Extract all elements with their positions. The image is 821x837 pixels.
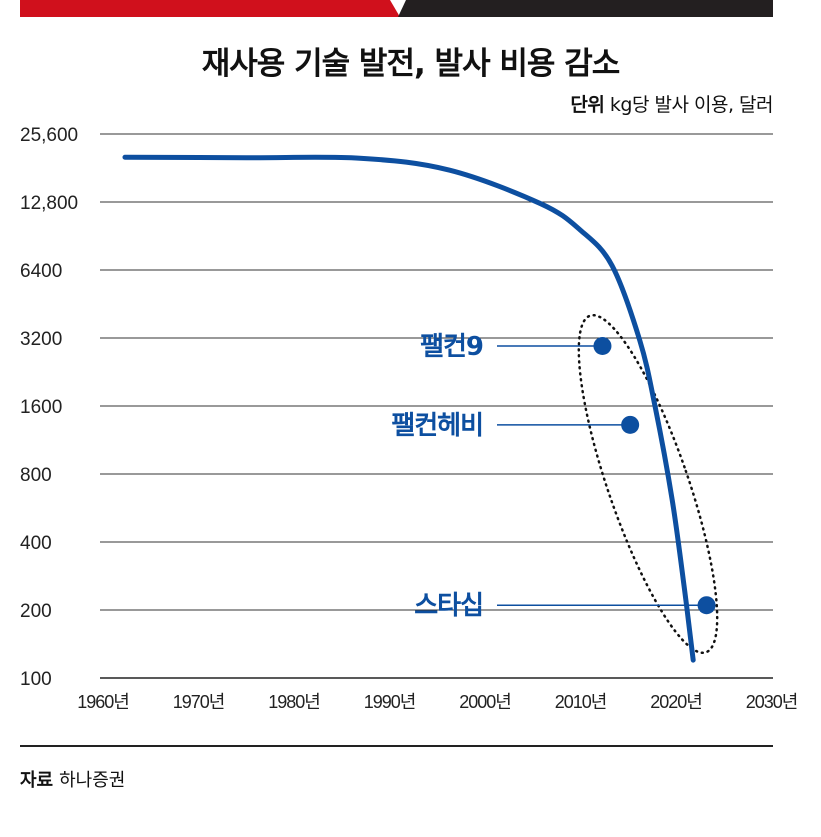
red-bar-segment [20,0,400,17]
source-text: 하나증권 [59,770,126,791]
y-tick-label: 400 [20,533,52,554]
trend-line [122,154,696,663]
data-point [621,415,640,434]
dark-bar-segment [398,0,773,17]
data-point [593,336,612,355]
point-label: 팰컨헤비 [391,411,483,441]
x-tick-label: 2010년 [555,692,607,712]
x-tick-label: 2030년 [746,692,798,712]
y-tick-label: 1600 [20,397,62,418]
y-tick-label: 200 [20,601,52,622]
x-tick-label: 1970년 [173,692,225,712]
highlight-ellipse [577,313,719,655]
x-tick-label: 1990년 [364,692,416,712]
source-note: 자료 하나증권 [20,766,125,792]
x-tick-label: 2000년 [459,692,511,712]
chart-area: 25,600 12,800 6400 3200 1600 800 400 200 100 1960… [20,125,798,712]
unit-text: kg당 발사 이용, 달러 [609,94,774,116]
point-label: 팰컨9 [420,332,483,362]
chart-title: 재사용 기술 발전, 발사 비용 감소 [201,46,621,82]
unit-label: 단위 [570,94,605,116]
x-tick-label: 1980년 [268,692,320,712]
point-label: 스타십 [414,591,483,621]
header-color-bar [20,0,773,17]
y-tick-label: 3200 [20,329,62,350]
data-point [697,596,716,615]
y-tick-label: 800 [20,465,52,486]
y-tick-label: 12,800 [20,193,78,214]
y-tick-label: 6400 [20,261,62,282]
unit-note: 단위 kg당 발사 이용, 달러 [570,90,773,117]
source-label: 자료 [20,770,54,791]
x-tick-label: 2020년 [650,692,702,712]
y-tick-label: 100 [20,669,52,690]
footer-divider [20,745,773,747]
y-tick-label: 25,600 [20,125,78,146]
x-tick-label: 1960년 [77,692,129,712]
